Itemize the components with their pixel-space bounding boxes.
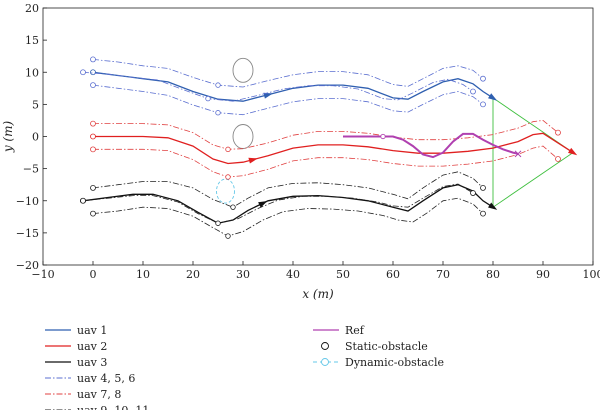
series-uav-9-10-11-mid-marker [225,233,231,239]
series-uav-3-line [82,184,494,224]
legend-item: uav 2 [45,340,107,353]
series-uav-1-direction-arrow [263,92,273,99]
legend-item: Static-obstacle [321,340,428,353]
x-tick-label: 20 [186,268,200,281]
series-uav-9-10-11-start-marker [80,197,86,204]
legend-swatch-marker [321,358,329,366]
series-uav-3-direction-arrow [258,201,268,208]
series-uav-4-5-6-mid-marker [215,110,221,116]
x-tick-label: 90 [536,268,550,281]
legend-item: uav 9, 10, 11 [45,404,149,410]
series-uav-9-10-11-start-marker [90,184,96,191]
series-uav-2-end-arrow [568,147,578,156]
series-uav-9-10-11-end-marker [480,210,486,217]
dynamic-obstacle [216,178,235,204]
formation-triangle [492,97,574,209]
series-uav-4-5-6-line [92,84,484,116]
series-uav-4-5-6-line [92,59,484,88]
series-uav-1-line [92,71,494,102]
legend-item: uav 4, 5, 6 [45,372,135,385]
legend-item: uav 3 [45,356,107,369]
x-tick-label: 50 [336,268,350,281]
series-uav-9-10-11-mid-marker [230,204,236,210]
legend-item: Ref [313,324,365,337]
series-uav-1-end-arrow [488,93,498,101]
series-uav-2-direction-arrow [248,157,258,164]
y-tick-label: 20 [25,2,39,15]
legend-label: uav 9, 10, 11 [77,404,149,410]
series-uav-4-5-6-mid-marker [215,82,221,88]
series-uav-7-8-mid-marker [225,174,231,180]
series-uav-9-10-11-line [82,183,474,224]
legend-label: uav 1 [77,324,107,337]
x-tick-label: 0 [90,268,97,281]
legend-label: Dynamic-obstacle [345,356,444,369]
y-tick-label: −10 [16,195,39,208]
y-tick-label: 10 [25,66,39,79]
legend-label: uav 2 [77,340,107,353]
series-uav-4-5-6-start-marker [90,56,96,63]
legend-label: Ref [345,324,365,337]
series-uav-4-5-6-end-marker [480,75,486,82]
y-axis-label: y (m) [1,121,15,154]
legend-swatch [321,342,329,350]
series-uav-4-5-6-start-marker [90,82,96,88]
x-tick-label: 40 [286,268,300,281]
series-ref-marker [380,133,386,140]
y-tick-label: 5 [32,98,39,111]
series-uav-9-10-11-end-marker [480,184,486,191]
series-uav-9-10-11-line [92,171,484,208]
series-uav-7-8-start-marker [90,146,96,153]
series-uav-4-5-6-mid-marker [205,95,211,102]
y-tick-label: 0 [32,131,39,144]
series-uav-9-10-11-end-marker [470,190,476,196]
y-tick-label: −5 [23,163,39,176]
series-uav-7-8-line [93,119,559,150]
series-uav-2-line [93,132,574,165]
x-tick-label: 70 [436,268,450,281]
series-uav-1-start-marker [90,69,96,76]
legend-label: uav 4, 5, 6 [77,372,135,385]
x-tick-label: 80 [486,268,500,281]
y-tick-label: 15 [25,34,39,47]
legend-item: uav 1 [45,324,107,337]
x-tick-label: 10 [136,268,150,281]
x-tick-label: 100 [583,268,600,281]
legend-item: uav 7, 8 [45,388,121,401]
series-ref-end-marker [514,150,522,158]
series-uav-9-10-11-mid-marker [215,220,221,226]
series-uav-7-8-end-marker [555,156,561,162]
legend-label: Static-obstacle [345,340,428,353]
plot-area [80,56,578,239]
y-tick-label: −15 [16,227,39,240]
legend-label: uav 7, 8 [77,388,121,401]
series-uav-4-5-6-end-marker [480,101,486,108]
x-tick-label: 30 [236,268,250,281]
static-obstacle [232,57,254,83]
legend-label: uav 3 [77,356,107,369]
series-uav-9-10-11-line [92,197,484,237]
series-uav-7-8-end-marker [555,129,561,136]
series-uav-4-5-6-end-marker [470,88,476,95]
series-uav-7-8-mid-marker [225,146,231,153]
series-uav-7-8-line [93,145,559,178]
axes: −10 0 10 20 30 40 50 60 70 80 90 100 −20 −15 −10 −5 0 5 10… [1,2,600,301]
series-uav-4-5-6-line [82,71,474,102]
legend-item: Dynamic-obstacle [313,356,444,369]
series-ref-line [343,132,519,159]
x-axis-label: x (m) [302,287,334,301]
series-uav-2-start-marker [90,133,96,140]
series-uav-9-10-11-start-marker [90,210,96,217]
x-tick-label: 60 [386,268,400,281]
x-tick-label: −10 [31,268,54,281]
series-uav-4-5-6-start-marker [80,69,86,76]
legend: uav 1 uav 2 uav 3 uav 4, 5, 6 uav 7, 8 uav 9,… [45,324,444,410]
static-obstacle [232,124,254,149]
y-tick-label: −20 [16,259,39,272]
series-uav-7-8-start-marker [90,120,96,127]
series-uav-3-end-arrow [488,202,498,210]
